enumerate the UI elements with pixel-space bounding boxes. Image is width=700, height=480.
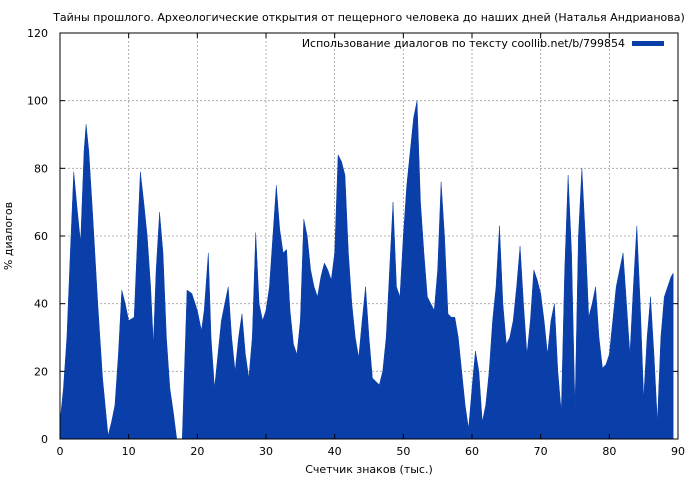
chart-title: Тайны прошлого. Археологические открытия…	[52, 11, 685, 24]
y-tick-label: 20	[34, 365, 48, 378]
x-tick-label: 90	[671, 445, 685, 458]
series-layer	[59, 100, 674, 440]
x-tick-label: 20	[190, 445, 204, 458]
y-axis-ticks: 0 20 40 60 80 100 120	[27, 27, 678, 446]
x-tick-label: 10	[122, 445, 136, 458]
x-tick-label: 60	[465, 445, 479, 458]
y-tick-label: 80	[34, 162, 48, 175]
legend-swatch	[632, 41, 664, 46]
y-tick-label: 60	[34, 230, 48, 243]
x-tick-label: 50	[396, 445, 410, 458]
y-tick-label: 100	[27, 95, 48, 108]
y-tick-label: 120	[27, 27, 48, 40]
legend-label: Использование диалогов по тексту coollib…	[302, 37, 625, 50]
y-axis-label: % диалогов	[2, 202, 15, 270]
series-area-0	[59, 100, 674, 440]
legend: Использование диалогов по тексту coollib…	[302, 37, 664, 50]
x-tick-label: 80	[602, 445, 616, 458]
y-tick-label: 40	[34, 298, 48, 311]
x-axis-label: Счетчик знаков (тыс.)	[305, 463, 433, 476]
y-tick-label: 0	[41, 433, 48, 446]
x-tick-label: 40	[328, 445, 342, 458]
x-tick-label: 0	[57, 445, 64, 458]
x-axis-ticks: 0 10 20 30 40 50 60 70 80 90	[57, 33, 685, 458]
x-tick-label: 70	[534, 445, 548, 458]
x-tick-label: 30	[259, 445, 273, 458]
